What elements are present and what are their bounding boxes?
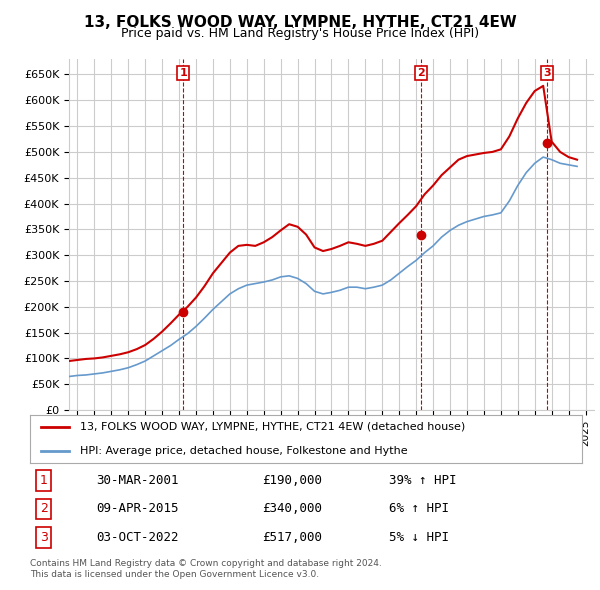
Text: 3: 3 (544, 68, 551, 78)
Text: 2: 2 (40, 502, 48, 516)
Text: 6% ↑ HPI: 6% ↑ HPI (389, 502, 449, 516)
Text: 1: 1 (179, 68, 187, 78)
Text: Price paid vs. HM Land Registry's House Price Index (HPI): Price paid vs. HM Land Registry's House … (121, 27, 479, 40)
Text: £517,000: £517,000 (262, 531, 322, 544)
Text: 03-OCT-2022: 03-OCT-2022 (96, 531, 179, 544)
Text: 13, FOLKS WOOD WAY, LYMPNE, HYTHE, CT21 4EW: 13, FOLKS WOOD WAY, LYMPNE, HYTHE, CT21 … (83, 15, 517, 30)
Text: 13, FOLKS WOOD WAY, LYMPNE, HYTHE, CT21 4EW (detached house): 13, FOLKS WOOD WAY, LYMPNE, HYTHE, CT21 … (80, 422, 465, 432)
Text: 39% ↑ HPI: 39% ↑ HPI (389, 474, 457, 487)
Text: 5% ↓ HPI: 5% ↓ HPI (389, 531, 449, 544)
Text: 2: 2 (417, 68, 425, 78)
Text: Contains HM Land Registry data © Crown copyright and database right 2024.
This d: Contains HM Land Registry data © Crown c… (30, 559, 382, 579)
Text: HPI: Average price, detached house, Folkestone and Hythe: HPI: Average price, detached house, Folk… (80, 446, 407, 456)
Text: 09-APR-2015: 09-APR-2015 (96, 502, 179, 516)
Text: £190,000: £190,000 (262, 474, 322, 487)
Text: £340,000: £340,000 (262, 502, 322, 516)
Text: 1: 1 (40, 474, 48, 487)
Text: 3: 3 (40, 531, 48, 544)
Text: 30-MAR-2001: 30-MAR-2001 (96, 474, 179, 487)
